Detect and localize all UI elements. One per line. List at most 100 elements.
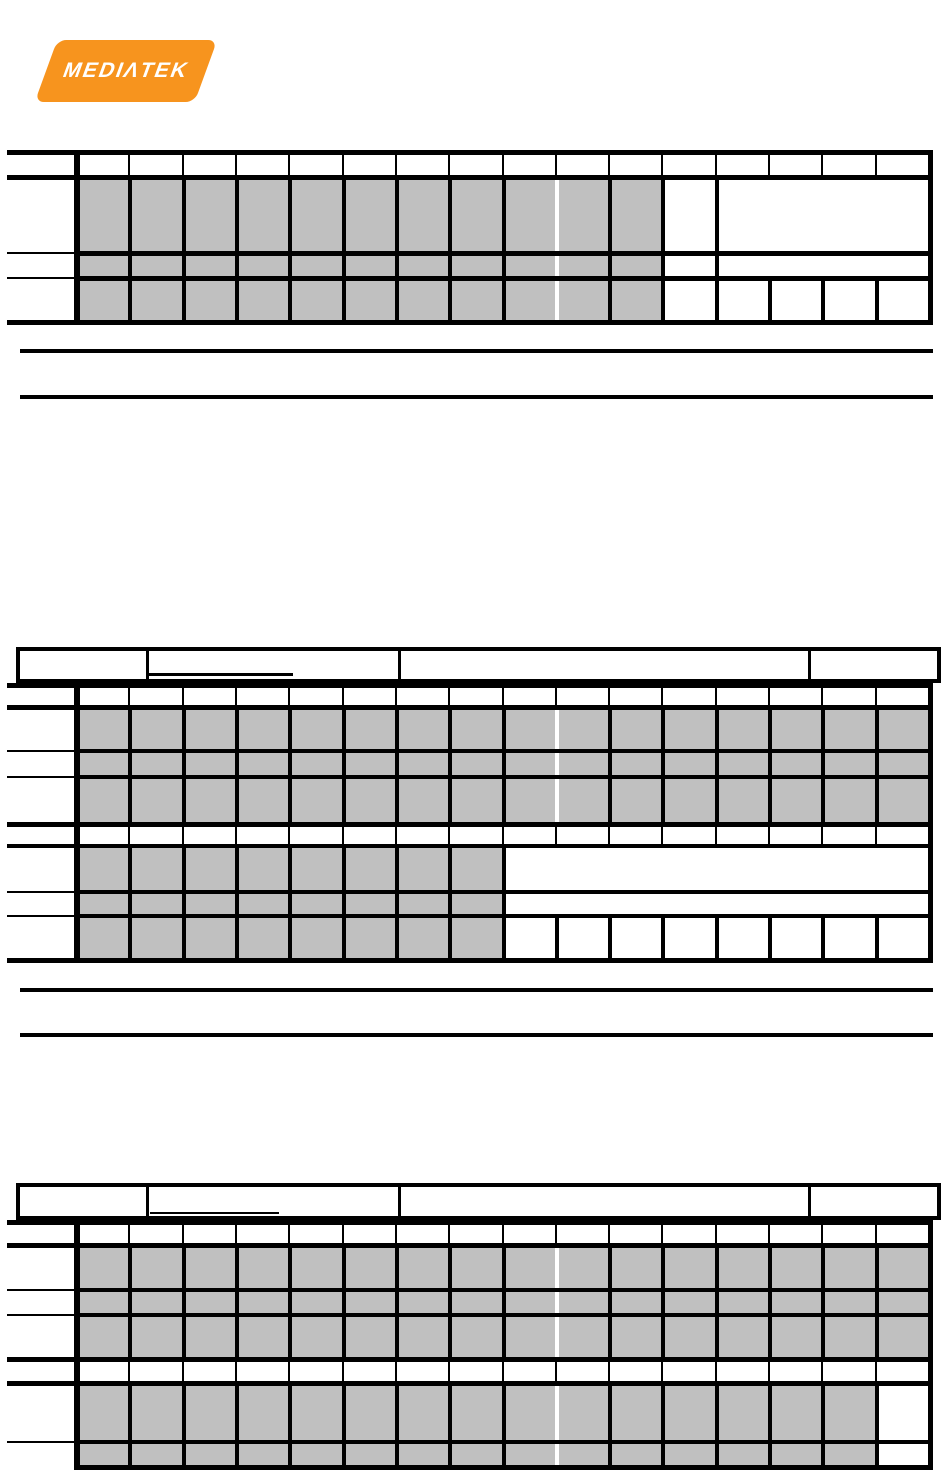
bit-cell <box>341 256 395 276</box>
table-right-border <box>928 1220 933 1470</box>
grid-line <box>7 1220 933 1225</box>
bit-cell <box>394 256 449 276</box>
note-rule-line <box>20 349 933 353</box>
band-divider <box>398 651 401 679</box>
bit-cell <box>874 827 928 844</box>
bit-cell <box>448 753 502 775</box>
bit-cell <box>661 281 715 320</box>
bit-cell <box>874 1225 928 1243</box>
grid-line <box>7 1243 933 1248</box>
bit-cell <box>288 1225 342 1243</box>
bit-index-row <box>75 688 928 705</box>
bit-type-row <box>75 753 928 775</box>
bit-cell <box>661 1248 715 1288</box>
grid-line <box>75 890 933 894</box>
bit-cell <box>128 710 182 749</box>
grid-line <box>75 1313 933 1317</box>
bit-cell <box>75 1386 129 1440</box>
register-link-underline[interactable] <box>150 1212 279 1214</box>
bit-cell <box>288 1444 342 1465</box>
bit-cell <box>768 779 822 822</box>
bit-cell <box>768 155 822 175</box>
bit-cell <box>394 1317 449 1357</box>
bit-cell <box>661 1317 715 1357</box>
bit-cell <box>661 1386 715 1440</box>
bit-cell <box>714 1225 769 1243</box>
bit-name-row <box>75 1248 928 1288</box>
bit-cell <box>501 1362 555 1381</box>
bit-cell <box>608 753 662 775</box>
bit-cell <box>874 710 928 749</box>
bit-cell <box>821 1292 875 1313</box>
bit-cell <box>448 1444 502 1465</box>
bit-cell <box>128 1225 182 1243</box>
bit-cell <box>874 1317 928 1357</box>
grid-line <box>7 1381 933 1386</box>
note-rule-line <box>20 395 933 399</box>
bit-cell <box>661 710 715 749</box>
bit-cell <box>661 753 715 775</box>
bit-cell <box>394 918 449 958</box>
bit-cell <box>661 1225 715 1243</box>
label-column-rule <box>7 252 75 254</box>
bit-cell <box>341 1225 395 1243</box>
bit-cell <box>75 827 129 844</box>
bit-cell <box>288 281 342 320</box>
bit-cell <box>768 827 822 844</box>
grid-line <box>7 683 933 688</box>
bit-cell <box>501 155 555 175</box>
bit-cell <box>554 1248 609 1288</box>
label-column-rule <box>7 1314 75 1316</box>
bit-cell <box>821 918 875 958</box>
bit-cell <box>608 1362 662 1381</box>
bit-cell <box>341 155 395 175</box>
bit-cell <box>501 827 555 844</box>
bit-cell <box>448 1317 502 1357</box>
bit-cell <box>181 1386 235 1440</box>
bit-cell <box>554 155 609 175</box>
bit-cell <box>661 779 715 822</box>
bit-cell <box>448 1248 502 1288</box>
bit-cell <box>288 688 342 705</box>
bit-cell <box>768 710 822 749</box>
bit-cell <box>501 688 555 705</box>
bit-cell <box>234 1362 289 1381</box>
bit-cell <box>608 1386 662 1440</box>
bit-cell <box>288 894 342 914</box>
bit-type-row <box>75 1292 928 1313</box>
bit-cell <box>288 1362 342 1381</box>
register-link-underline[interactable] <box>148 673 293 676</box>
bit-name-row <box>75 848 928 890</box>
bit-cell <box>234 918 289 958</box>
bit-cell <box>128 779 182 822</box>
grid-line <box>7 150 933 155</box>
bit-cell <box>821 1362 875 1381</box>
bit-cell <box>341 1317 395 1357</box>
bit-cell <box>181 848 235 890</box>
bit-cell <box>608 256 662 276</box>
table-right-border <box>928 150 933 325</box>
bit-cell <box>714 827 769 844</box>
bit-cell <box>554 1362 609 1381</box>
bit-cell <box>661 827 715 844</box>
bit-cell <box>128 1362 182 1381</box>
bit-cell <box>821 155 875 175</box>
label-column-rule <box>7 1441 75 1443</box>
bit-cell <box>608 918 662 958</box>
bit-cell <box>501 779 555 822</box>
bit-cell <box>341 848 395 890</box>
bit-cell <box>608 710 662 749</box>
bit-cell <box>448 827 502 844</box>
bit-cell <box>75 180 129 251</box>
bit-cell <box>128 256 182 276</box>
bit-cell <box>288 779 342 822</box>
label-column-rule <box>7 776 75 778</box>
bit-cell <box>181 256 235 276</box>
bit-cell <box>75 894 129 914</box>
bit-cell <box>874 779 928 822</box>
grid-line <box>7 822 933 827</box>
bit-reset-row <box>75 1317 928 1357</box>
bit-cell <box>448 918 502 958</box>
bit-cell <box>234 1317 289 1357</box>
